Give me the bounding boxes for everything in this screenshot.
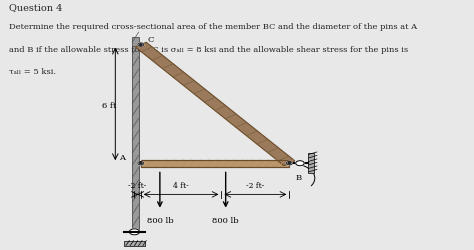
Polygon shape bbox=[135, 43, 295, 166]
Bar bbox=[124, 240, 145, 246]
Circle shape bbox=[138, 162, 144, 165]
Circle shape bbox=[138, 44, 144, 47]
Bar bbox=[141, 160, 289, 167]
Circle shape bbox=[288, 163, 291, 164]
Text: 800 lb: 800 lb bbox=[212, 216, 239, 224]
Text: -2 ft-: -2 ft- bbox=[246, 181, 264, 189]
Bar bbox=[132, 38, 139, 232]
Text: Question 4: Question 4 bbox=[9, 3, 63, 12]
Circle shape bbox=[139, 163, 142, 164]
Bar bbox=[309, 154, 313, 174]
Text: C: C bbox=[147, 36, 154, 44]
Circle shape bbox=[296, 161, 304, 166]
Circle shape bbox=[286, 162, 292, 165]
Text: -2 ft-: -2 ft- bbox=[128, 181, 147, 189]
Text: and B if the allowable stress for BC is σₐₗₗ = 8 ksi and the allowable shear str: and B if the allowable stress for BC is … bbox=[9, 46, 408, 54]
Text: 4 ft-: 4 ft- bbox=[173, 181, 189, 189]
Bar bbox=[141, 160, 289, 167]
Text: B: B bbox=[296, 174, 302, 182]
Text: 800 lb: 800 lb bbox=[146, 216, 173, 224]
Circle shape bbox=[129, 229, 139, 235]
Text: Determine the required cross-sectional area of the member BC and the diameter of: Determine the required cross-sectional a… bbox=[9, 23, 417, 31]
Circle shape bbox=[139, 45, 142, 46]
Text: A: A bbox=[118, 153, 125, 161]
Text: τₐₗₗ = 5 ksi.: τₐₗₗ = 5 ksi. bbox=[9, 68, 56, 76]
Text: 6 ft: 6 ft bbox=[102, 101, 116, 109]
